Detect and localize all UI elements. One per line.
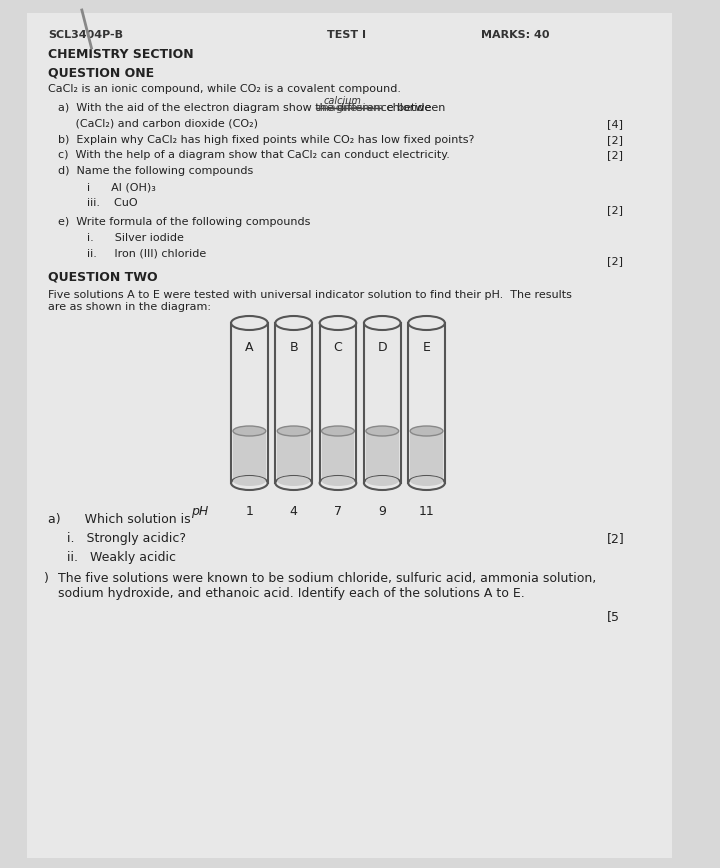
Ellipse shape: [233, 476, 266, 486]
Ellipse shape: [231, 316, 268, 330]
FancyBboxPatch shape: [410, 431, 443, 481]
Ellipse shape: [366, 476, 399, 486]
Text: E: E: [423, 341, 431, 354]
Ellipse shape: [364, 316, 400, 330]
Text: e)  Write formula of the following compounds: e) Write formula of the following compou…: [58, 217, 310, 227]
Text: C: C: [333, 341, 342, 354]
Ellipse shape: [322, 426, 354, 436]
Ellipse shape: [275, 476, 312, 490]
Text: CaCl₂ is an ionic compound, while CO₂ is a covalent compound.: CaCl₂ is an ionic compound, while CO₂ is…: [48, 84, 401, 94]
FancyBboxPatch shape: [233, 431, 266, 481]
Text: pH: pH: [191, 505, 208, 518]
Ellipse shape: [408, 476, 445, 490]
Text: MARKS: 40: MARKS: 40: [482, 30, 550, 40]
Text: [2]: [2]: [606, 135, 623, 145]
Text: TEST I: TEST I: [327, 30, 366, 40]
FancyBboxPatch shape: [27, 13, 672, 858]
Text: 7: 7: [334, 505, 342, 518]
Ellipse shape: [275, 316, 312, 330]
Text: QUESTION ONE: QUESTION ONE: [48, 66, 154, 79]
Text: i.   Strongly acidic?: i. Strongly acidic?: [68, 532, 186, 545]
Ellipse shape: [366, 426, 399, 436]
FancyBboxPatch shape: [322, 431, 354, 481]
Text: Five solutions A to E were tested with universal indicator solution to find thei: Five solutions A to E were tested with u…: [48, 290, 572, 312]
Text: QUESTION TWO: QUESTION TWO: [48, 271, 158, 284]
Text: [2]: [2]: [606, 256, 623, 266]
Ellipse shape: [277, 476, 310, 486]
Text: D: D: [377, 341, 387, 354]
Text: ii.   Weakly acidic: ii. Weakly acidic: [68, 551, 176, 564]
Text: calcium: calcium: [323, 96, 361, 106]
Text: A: A: [245, 341, 253, 354]
Text: B: B: [289, 341, 298, 354]
Ellipse shape: [277, 426, 310, 436]
Text: [4]: [4]: [606, 119, 623, 129]
Ellipse shape: [322, 476, 354, 486]
Text: i.      Silver iodide: i. Silver iodide: [86, 233, 184, 243]
Ellipse shape: [320, 316, 356, 330]
Text: [2]: [2]: [606, 150, 623, 160]
Ellipse shape: [233, 426, 266, 436]
Text: ii.     Iron (III) chloride: ii. Iron (III) chloride: [86, 249, 206, 259]
Text: b)  Explain why CaCl₂ has high fixed points while CO₂ has low fixed points?: b) Explain why CaCl₂ has high fixed poin…: [58, 135, 474, 145]
FancyBboxPatch shape: [366, 431, 399, 481]
Text: 9: 9: [378, 505, 386, 518]
Text: [5: [5: [606, 610, 620, 623]
Text: ): ): [45, 572, 49, 585]
Text: i      Al (OH)₃: i Al (OH)₃: [86, 182, 156, 192]
Text: SCL3404P-B: SCL3404P-B: [48, 30, 123, 40]
Ellipse shape: [408, 316, 445, 330]
Text: iii.    CuO: iii. CuO: [86, 198, 138, 208]
Ellipse shape: [231, 476, 268, 490]
Text: CHEMISTRY SECTION: CHEMISTRY SECTION: [48, 48, 194, 61]
Text: a)      Which solution is: a) Which solution is: [48, 513, 191, 526]
Ellipse shape: [410, 476, 443, 486]
FancyBboxPatch shape: [277, 431, 310, 481]
Text: chloride: chloride: [383, 103, 431, 113]
Text: [2]: [2]: [606, 205, 623, 215]
Text: The five solutions were known to be sodium chloride, sulfuric acid, ammonia solu: The five solutions were known to be sodi…: [58, 572, 596, 600]
Text: [2]: [2]: [606, 532, 624, 545]
Text: (CaCl₂) and carbon dioxide (CO₂): (CaCl₂) and carbon dioxide (CO₂): [58, 119, 258, 129]
Text: a)  With the aid of the electron diagram show the difference between: a) With the aid of the electron diagram …: [58, 103, 445, 113]
Ellipse shape: [410, 426, 443, 436]
Ellipse shape: [364, 476, 400, 490]
Ellipse shape: [320, 476, 356, 490]
Text: 11: 11: [418, 505, 434, 518]
Text: c)  With the help of a diagram show that CaCl₂ can conduct electricity.: c) With the help of a diagram show that …: [58, 150, 450, 160]
Text: 4: 4: [289, 505, 297, 518]
Text: magnesium: magnesium: [318, 103, 384, 113]
Text: d)  Name the following compounds: d) Name the following compounds: [58, 166, 253, 176]
Text: 1: 1: [246, 505, 253, 518]
